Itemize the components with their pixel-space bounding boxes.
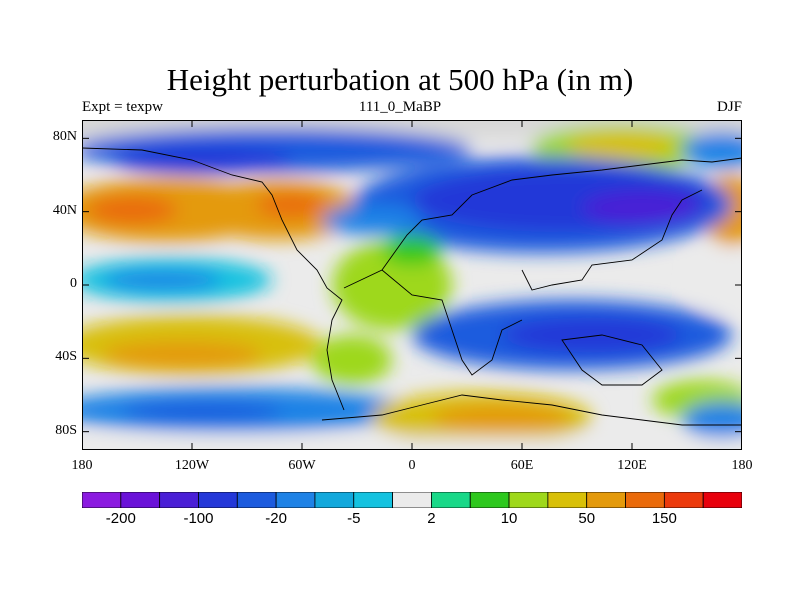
colorbar-swatch [314, 492, 355, 508]
map-plot [82, 120, 742, 450]
colorbar-swatch [508, 492, 549, 508]
lon-label: 60E [510, 458, 534, 473]
colorbar-swatch [159, 492, 199, 508]
coastlines [82, 147, 742, 426]
colorbar-swatch [702, 492, 742, 508]
lon-label: 180 [731, 458, 753, 473]
colorbar-swatch [198, 492, 238, 508]
colorbar-swatch [120, 492, 161, 508]
lat-label: 80S [55, 422, 77, 438]
colorbar-label: -20 [265, 510, 287, 527]
colorbar-label: 10 [500, 510, 518, 527]
lon-label: 120W [174, 458, 210, 473]
colorbar-swatch [586, 492, 626, 508]
run-label: 111_0_MaBP [358, 99, 442, 115]
colorbar [82, 492, 742, 508]
contour-field [82, 120, 742, 450]
lon-label: 60W [288, 458, 316, 473]
colorbar-swatch [353, 492, 393, 508]
lat-label: 40N [52, 202, 77, 218]
colorbar-label: -200 [105, 510, 136, 527]
lon-label: 120E [617, 458, 647, 473]
colorbar-swatch [82, 492, 122, 508]
colorbar-label: -100 [183, 510, 214, 527]
tick-marks [82, 120, 742, 450]
colorbar-swatch [431, 492, 471, 508]
lat-label: 0 [70, 276, 77, 291]
colorbar-label: 2 [427, 510, 436, 527]
colorbar-swatch [547, 492, 588, 508]
lat-label: 40S [55, 349, 77, 365]
lat-label: 80N [52, 129, 77, 145]
lon-label: 180 [71, 458, 93, 473]
colorbar-swatch [663, 492, 704, 508]
plot-title: Height perturbation at 500 hPa (in m) [166, 62, 634, 97]
colorbar-label: 150 [651, 510, 677, 527]
colorbar-swatch [392, 492, 432, 508]
colorbar-label: 50 [578, 510, 596, 527]
lon-label: 0 [408, 458, 416, 473]
colorbar-swatch [469, 492, 510, 508]
colorbar-label: -5 [347, 510, 361, 527]
season-label: DJF [716, 99, 742, 115]
colorbar-swatch [625, 492, 665, 508]
colorbar-swatch [275, 492, 316, 508]
experiment-label: Expt = texpw [82, 99, 163, 115]
colorbar-swatch [236, 492, 277, 508]
